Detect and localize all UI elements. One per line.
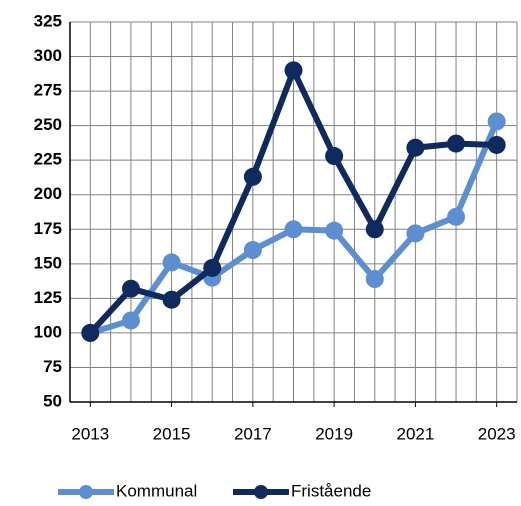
marker [243, 241, 262, 259]
y-tick-label: 175 [34, 219, 62, 238]
marker [406, 224, 425, 243]
marker [203, 258, 222, 277]
x-tick-label: 2021 [396, 424, 434, 443]
y-tick-label: 75 [43, 357, 62, 376]
y-tick-label: 250 [34, 115, 62, 134]
y-tick-label: 200 [34, 184, 62, 203]
marker [325, 221, 344, 240]
marker [243, 167, 262, 186]
x-tick-label: 2019 [315, 424, 353, 443]
legend-label: Fristående [291, 481, 371, 500]
marker [406, 138, 425, 157]
y-tick-label: 50 [43, 391, 62, 410]
legend-marker [254, 485, 268, 499]
marker [487, 135, 506, 154]
marker [325, 147, 344, 166]
marker [284, 220, 303, 239]
legend-marker [79, 485, 93, 499]
marker [121, 279, 140, 298]
marker [365, 220, 384, 239]
y-tick-label: 225 [34, 150, 62, 169]
y-tick-label: 125 [34, 288, 62, 307]
y-tick-label: 100 [34, 322, 62, 341]
y-tick-label: 300 [34, 46, 62, 65]
marker [121, 311, 140, 330]
y-tick-label: 275 [34, 81, 62, 100]
marker [447, 134, 466, 153]
legend-label: Kommunal [116, 481, 197, 500]
marker [162, 253, 181, 272]
marker [284, 61, 303, 80]
marker [365, 270, 384, 289]
marker [81, 323, 100, 342]
marker [487, 112, 506, 131]
x-tick-label: 2013 [71, 424, 109, 443]
marker [447, 207, 466, 226]
x-tick-label: 2023 [478, 424, 516, 443]
x-tick-label: 2015 [153, 424, 191, 443]
x-tick-label: 2017 [234, 424, 272, 443]
y-tick-label: 150 [34, 253, 62, 272]
marker [162, 290, 181, 309]
y-tick-label: 325 [34, 11, 62, 30]
